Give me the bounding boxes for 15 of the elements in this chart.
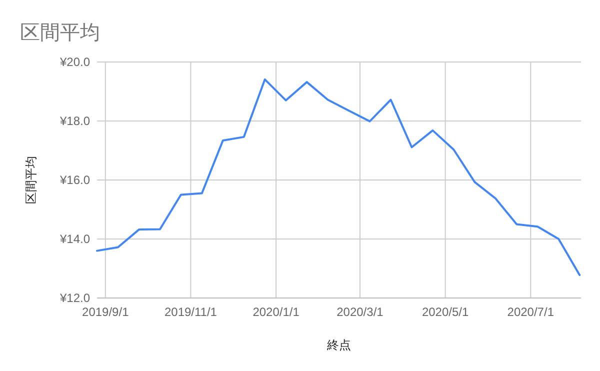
- x-tick-label: 2020/5/1: [422, 305, 469, 319]
- y-tick-label: ¥12.0: [58, 291, 90, 305]
- chart-title: 区間平均: [20, 22, 100, 44]
- y-tick-label: ¥16.0: [58, 173, 90, 187]
- y-tick-label: ¥20.0: [58, 55, 90, 69]
- y-axis-title: 区間平均: [24, 156, 38, 204]
- x-tick-label: 2020/1/1: [252, 305, 300, 319]
- line-series: [96, 78, 581, 276]
- x-axis-title: 終点: [326, 338, 351, 352]
- x-tick-label: 2020/7/1: [507, 305, 554, 319]
- y-tick-label: ¥18.0: [58, 114, 90, 128]
- x-tick-label: 2019/9/1: [82, 305, 130, 319]
- y-tick-label: ¥14.0: [58, 232, 90, 246]
- x-tick-label: 2019/11/1: [164, 305, 218, 319]
- x-tick-label: 2020/3/1: [336, 305, 384, 319]
